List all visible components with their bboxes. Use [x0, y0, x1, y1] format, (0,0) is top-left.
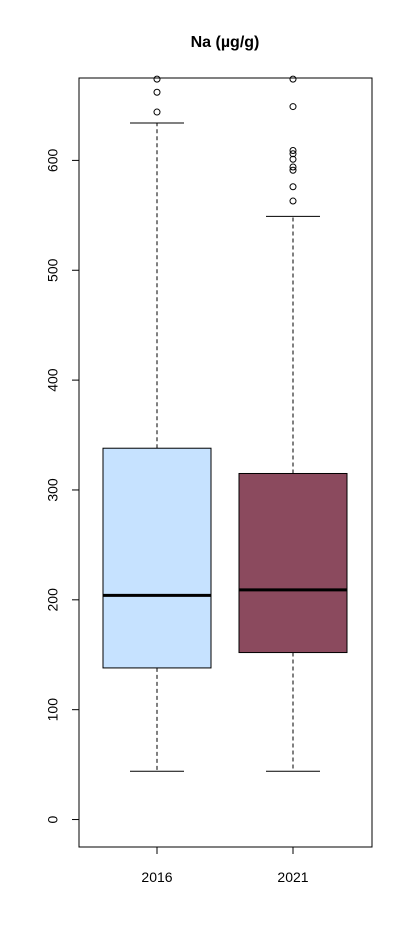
x-tick-label: 2021 [277, 869, 308, 885]
outlier-point [289, 166, 297, 174]
outlier-point [153, 108, 161, 116]
chart-title: Na (µg/g) [191, 34, 260, 51]
outlier-point [289, 75, 297, 83]
y-tick-label: 300 [45, 478, 61, 502]
chart-marks: 0 100 200 300 400 500 600 2016 2021 [45, 75, 348, 885]
outlier-point [153, 88, 161, 96]
x-tick-label: 2016 [141, 869, 172, 885]
y-tick-label: 500 [45, 258, 61, 282]
y-tick-label: 100 [45, 698, 61, 722]
outlier-point [289, 147, 297, 155]
outlier-point [289, 183, 297, 191]
plot-frame [78, 77, 373, 848]
y-tick-label: 200 [45, 588, 61, 612]
outlier-point [289, 155, 297, 163]
outlier-point [289, 103, 297, 111]
y-tick-label: 600 [45, 149, 61, 173]
outlier-point [289, 197, 297, 205]
y-tick-label: 0 [45, 815, 61, 823]
outlier-point [153, 75, 161, 83]
outlier-point [289, 163, 297, 171]
box-2021 [238, 472, 348, 654]
y-tick-label: 400 [45, 368, 61, 392]
outlier-point [289, 150, 297, 158]
box-2016 [102, 447, 212, 669]
